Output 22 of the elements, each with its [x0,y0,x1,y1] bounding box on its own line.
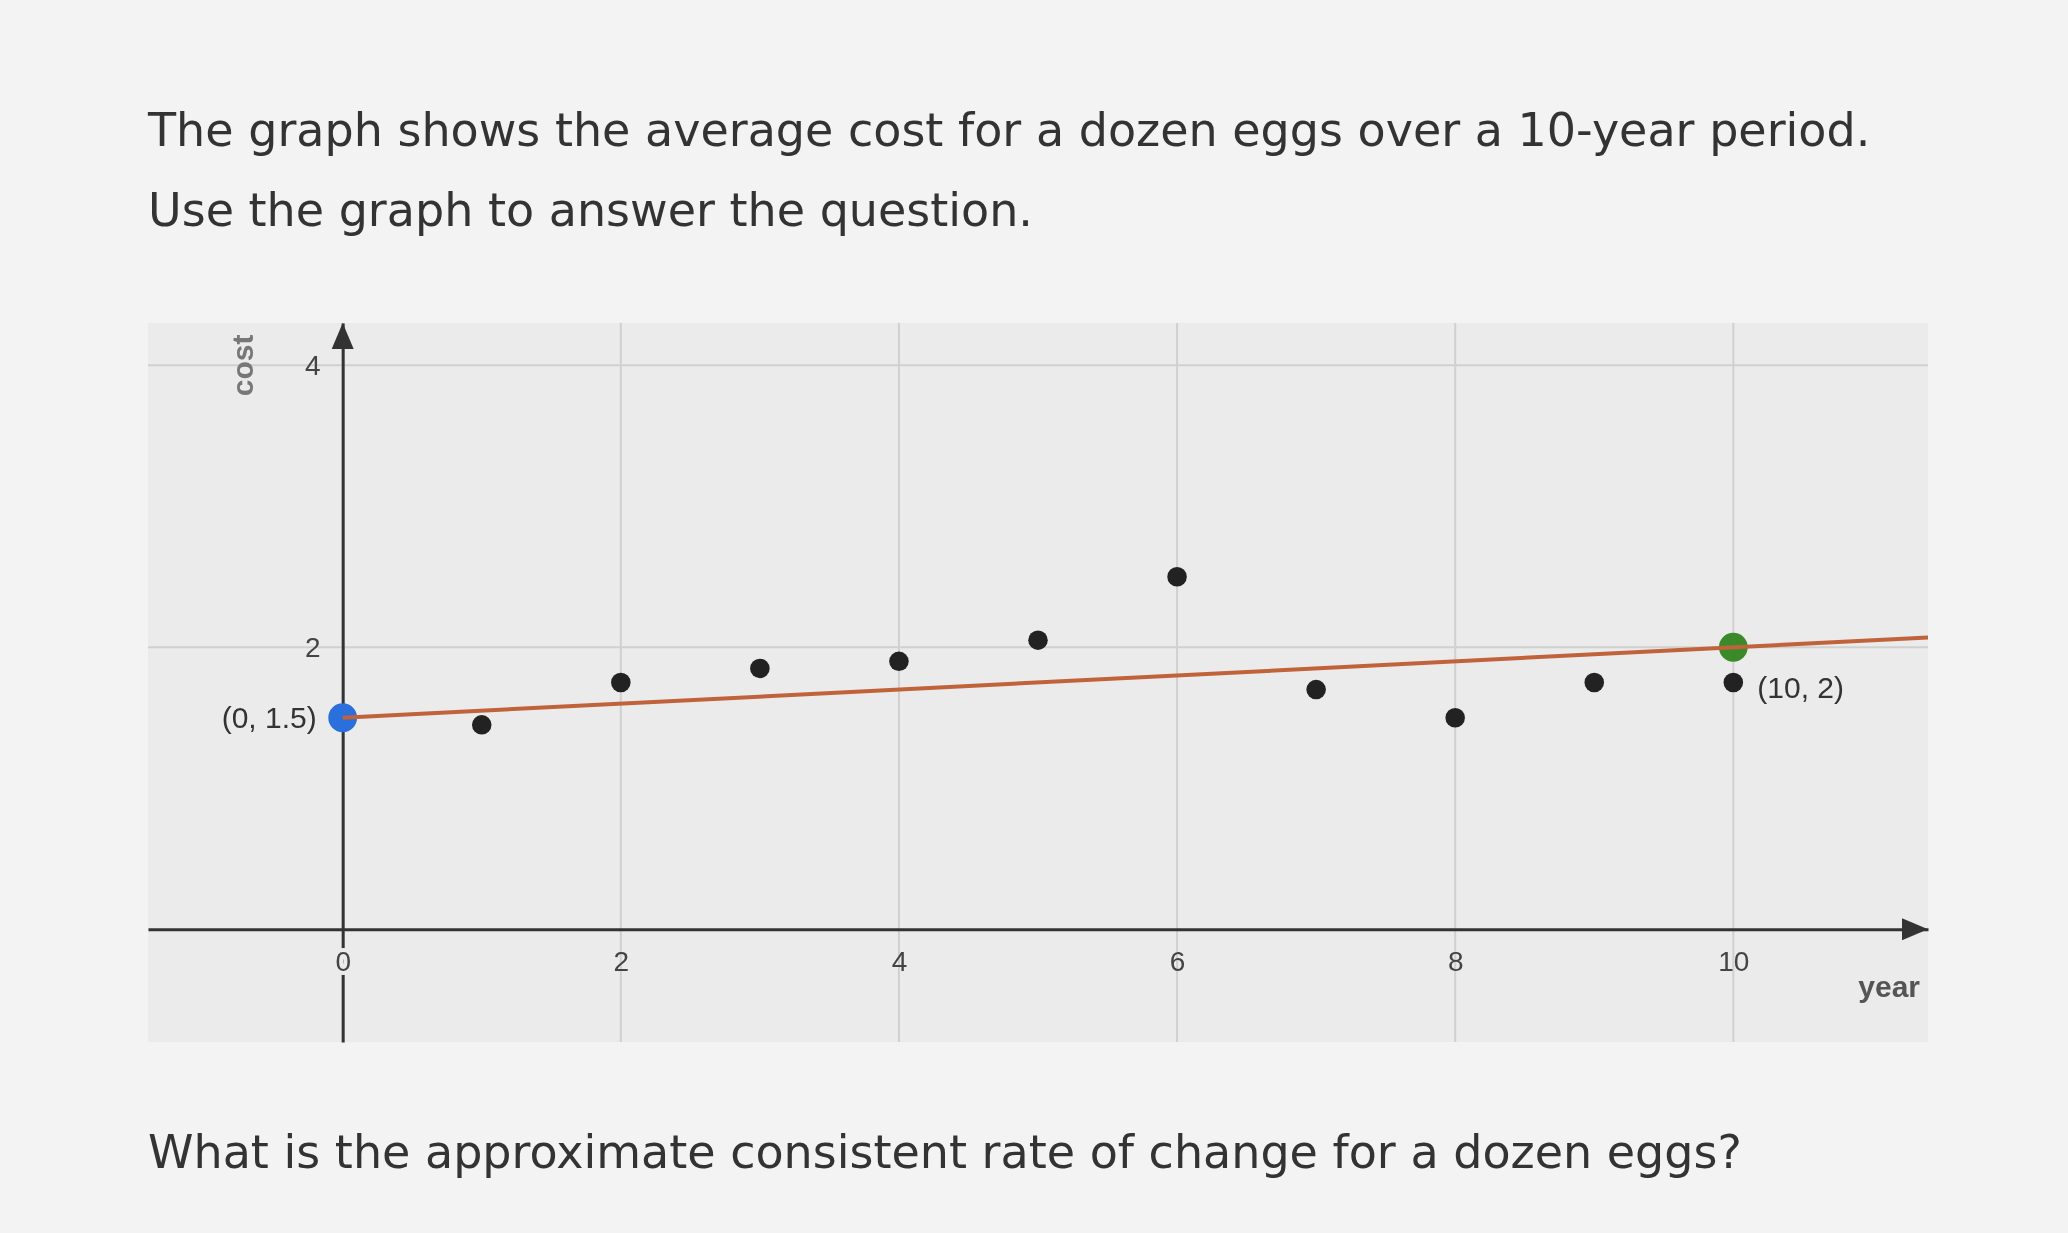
x-tick-label: 6 [1169,946,1186,978]
text: What is the approximate consistent rate of change for a dozen eggs? [148,1125,1742,1179]
chart-title: The graph shows the average cost for a dozen eggs over a 10-year period. Use the graph to answer the question. [148,102,1872,239]
annotation: (0, 1.5) [221,701,317,735]
point [1445,707,1465,728]
point [1167,567,1187,587]
annotation: (10, 2) [1757,670,1845,704]
point [1723,672,1744,693]
point [889,651,909,672]
point [1584,672,1605,693]
point [750,658,770,679]
point [1028,630,1048,650]
x-tick-label: 4 [891,946,908,978]
x-tick-label: 10 [1718,946,1750,978]
x-axis-title: year [1858,970,1921,1004]
point [328,703,358,733]
point [611,672,631,693]
x-tick-label: 2 [613,946,630,978]
y-axis-title: cost [226,334,260,397]
point [471,715,492,735]
x-tick-label: 8 [1447,946,1464,978]
point [1306,679,1326,700]
